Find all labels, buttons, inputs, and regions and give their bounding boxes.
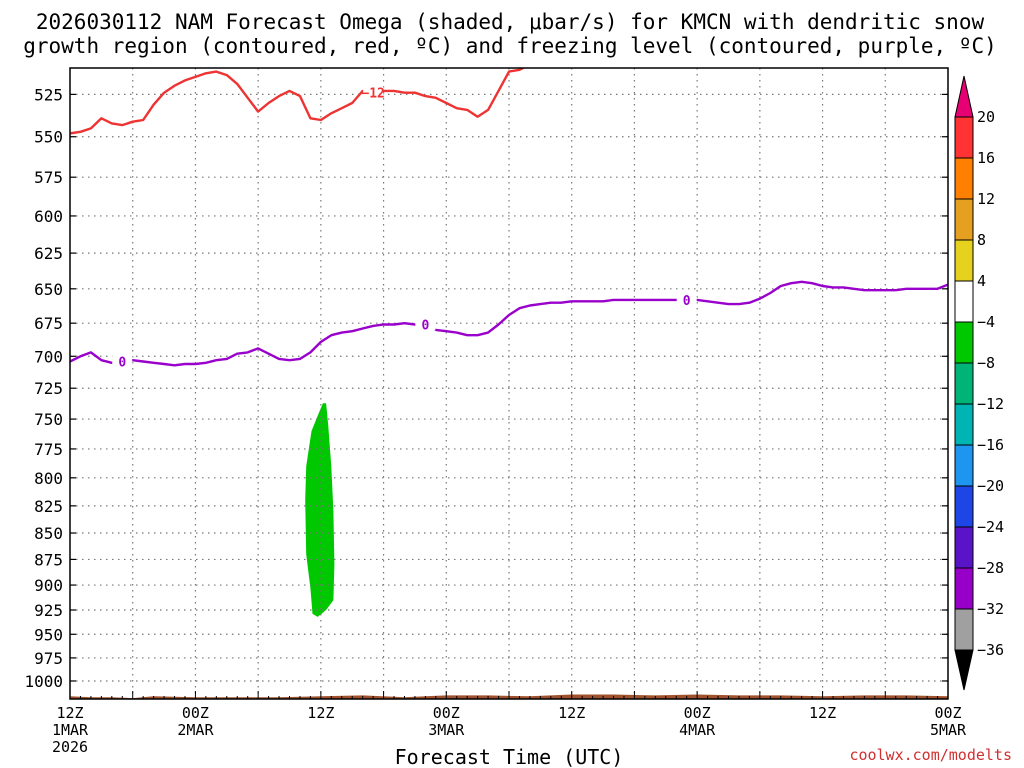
- plot-content: −12 0 0 0: [70, 68, 948, 699]
- x-tick-label-36-0: 00Z: [433, 704, 460, 722]
- freezing-contour-label-3-bg: [676, 292, 697, 306]
- x-tick-label-36-1: 3MAR: [428, 721, 465, 739]
- y-tick-label-600: 600: [34, 207, 63, 226]
- colorbar-label-2: 12: [977, 190, 995, 208]
- colorbar-bottom-triangle: [954, 649, 974, 691]
- colorbar-segment-4: [954, 239, 974, 282]
- y-tick-label-625: 625: [34, 244, 63, 263]
- y-tick-label-525: 525: [34, 85, 63, 104]
- colorbar-segment-11: [954, 526, 974, 569]
- y-tick-label-1000: 1000: [24, 672, 63, 691]
- y-tick-label-975: 975: [34, 649, 63, 668]
- omega-shaded-region: [305, 403, 335, 617]
- plot-frame: [69, 67, 949, 700]
- dgz-contour-label: −12: [361, 87, 384, 102]
- x-tick-label-84-1: 5MAR: [930, 721, 967, 739]
- colorbar-label-8: −16: [977, 436, 1004, 454]
- freezing-contour-label-2: 0: [421, 319, 429, 334]
- colorbar-segment-5: [954, 280, 974, 323]
- colorbar-segment-13: [954, 608, 974, 651]
- colorbar-label-7: −12: [977, 395, 1004, 413]
- x-tick-label-12-0: 00Z: [182, 704, 209, 722]
- x-tick-label-84-0: 00Z: [934, 704, 961, 722]
- colorbar-segment-2: [954, 157, 974, 200]
- y-tick-label-950: 950: [34, 625, 63, 644]
- x-tick-label-72-0: 12Z: [809, 704, 836, 722]
- x-tick-label-60-0: 00Z: [684, 704, 711, 722]
- y-tick-label-925: 925: [34, 601, 63, 620]
- colorbar-label-12: −32: [977, 600, 1004, 618]
- colorbar-label-1: 16: [977, 149, 995, 167]
- x-tick-label-0-1: 1MAR: [52, 721, 89, 739]
- colorbar-label-11: −28: [977, 559, 1004, 577]
- colorbar: 20 16 12 8 4 −4 −8 −12 −16 −20 −24 −28 −32 −36: [954, 75, 1004, 691]
- x-axis-label: Forecast Time (UTC): [395, 745, 624, 768]
- y-tick-label-675: 675: [34, 314, 63, 333]
- colorbar-label-0: 20: [977, 108, 995, 126]
- y-tick-label-750: 750: [34, 410, 63, 429]
- x-tick-label-48-0: 12Z: [558, 704, 585, 722]
- y-tick-label-650: 650: [34, 280, 63, 299]
- y-tick-label-775: 775: [34, 440, 63, 459]
- colorbar-segment-1: [954, 116, 974, 159]
- x-tick-label-12-1: 2MAR: [177, 721, 214, 739]
- colorbar-label-3: 8: [977, 231, 986, 249]
- y-axis-tick-labels: 525 550 575 600 625 650 675 700 725 750 775 800 825 8…: [24, 85, 948, 691]
- y-tick-label-800: 800: [34, 469, 63, 488]
- colorbar-label-13: −36: [977, 641, 1004, 659]
- colorbar-label-6: −8: [977, 354, 995, 372]
- y-tick-label-850: 850: [34, 524, 63, 543]
- x-tick-label-24-0: 12Z: [307, 704, 334, 722]
- colorbar-segment-8: [954, 403, 974, 446]
- plot-area: −12 0 0 0: [69, 67, 949, 700]
- colorbar-label-4: 4: [977, 272, 986, 290]
- colorbar-segment-9: [954, 444, 974, 487]
- colorbar-segment-3: [954, 198, 974, 241]
- colorbar-segment-7: [954, 362, 974, 405]
- colorbar-segment-12: [954, 567, 974, 610]
- x-tick-label-0-0: 12Z: [56, 704, 83, 722]
- colorbar-top-triangle: [954, 75, 974, 118]
- chart-title-line-2: growth region (contoured, red, ºC) and f…: [23, 34, 997, 58]
- y-tick-label-875: 875: [34, 550, 63, 569]
- freezing-contour-label-1-bg: [112, 354, 133, 368]
- x-tick-label-60-1: 4MAR: [679, 721, 716, 739]
- x-tick-label-0-2: 2026: [52, 738, 88, 756]
- colorbar-segment-10: [954, 485, 974, 528]
- y-tick-label-550: 550: [34, 128, 63, 147]
- y-tick-label-575: 575: [34, 168, 63, 187]
- colorbar-label-5: −4: [977, 313, 995, 331]
- freezing-contour-label-2-bg: [415, 317, 436, 331]
- colorbar-segment-6: [954, 321, 974, 364]
- colorbar-label-10: −24: [977, 518, 1004, 536]
- freezing-contour-label-1: 0: [118, 355, 126, 370]
- colorbar-label-9: −20: [977, 477, 1004, 495]
- y-tick-label-900: 900: [34, 576, 63, 595]
- freezing-level-contour-line: [70, 280, 948, 367]
- chart-title-line-1: 2026030112 NAM Forecast Omega (shaded, μ…: [36, 10, 985, 34]
- dgz-contour-line: [70, 68, 526, 135]
- y-tick-label-725: 725: [34, 379, 63, 398]
- freezing-contour-label-3: 0: [683, 294, 691, 309]
- y-tick-label-825: 825: [34, 497, 63, 516]
- credit-text[interactable]: coolwx.com/modelts: [849, 746, 1012, 764]
- dgz-contour-label-bg: [363, 85, 384, 99]
- y-tick-label-700: 700: [34, 347, 63, 366]
